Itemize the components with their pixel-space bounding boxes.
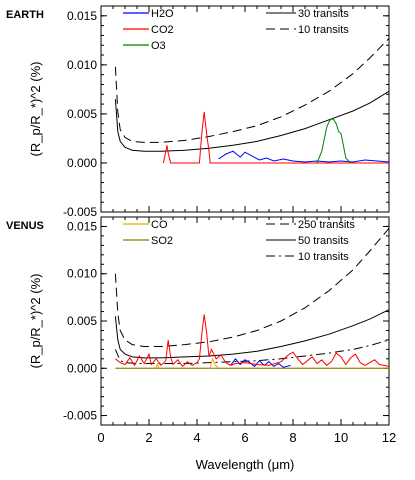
venus-panel: VENUS (R_p/R_*)^2 (%) -0.005 0.000 0.005 0.01… (6, 216, 396, 472)
plot-area (114, 38, 389, 164)
legend-label: 50 transits (298, 235, 349, 247)
x-tick-label: 6 (241, 430, 248, 445)
legend-label: 30 transits (298, 8, 349, 20)
series-line (115, 314, 389, 368)
legend-label: 10 transits (298, 24, 349, 36)
y-tick-label: 0.015 (67, 9, 97, 23)
x-tick-label: 0 (97, 430, 104, 445)
x-tick-label: 2 (145, 430, 152, 445)
plot-area (114, 227, 389, 369)
legend-label: SO2 (151, 235, 173, 247)
series-line (114, 227, 389, 347)
y-tick-label: 0.000 (67, 156, 97, 170)
series-line (114, 38, 389, 143)
x-axis-label: Wavelength (μm) (196, 457, 295, 472)
x-tick-label: 12 (382, 430, 396, 445)
legend-label: 250 transits (298, 219, 355, 231)
series-line (114, 339, 389, 364)
series-line (162, 111, 389, 164)
y-tick-label: -0.005 (63, 205, 97, 219)
y-tick-label: 0.005 (67, 314, 97, 328)
series-line (218, 150, 389, 163)
x-tick-label: 10 (334, 430, 348, 445)
y-tick-label: -0.005 (63, 409, 97, 423)
y-tick-label: 0.000 (67, 361, 97, 375)
panel-label: EARTH (6, 9, 44, 21)
y-tick-label: 0.015 (67, 219, 97, 233)
y-axis-label: (R_p/R_*)^2 (%) (28, 62, 43, 157)
x-tick-label: 8 (289, 430, 296, 445)
plot-frame (100, 216, 390, 426)
legend-label: O3 (151, 40, 166, 52)
legend-label: CO2 (151, 24, 174, 36)
legend-label: 10 transits (298, 251, 349, 263)
legend-label: H2O (151, 8, 174, 20)
y-tick-label: 0.005 (67, 107, 97, 121)
y-tick-label: 0.010 (67, 58, 97, 72)
legend-label: CO (151, 219, 168, 231)
x-tick-label: 4 (193, 430, 200, 445)
panel-label: VENUS (6, 220, 44, 232)
y-tick-label: 0.010 (67, 267, 97, 281)
y-axis-label: (R_p/R_*)^2 (%) (28, 274, 43, 369)
series-line (230, 357, 291, 368)
earth-panel: EARTH (R_p/R_*)^2 (%) -0.005 0.000 0.005 0.01… (6, 5, 390, 219)
series-line (316, 118, 351, 164)
plot-frame (100, 5, 390, 213)
